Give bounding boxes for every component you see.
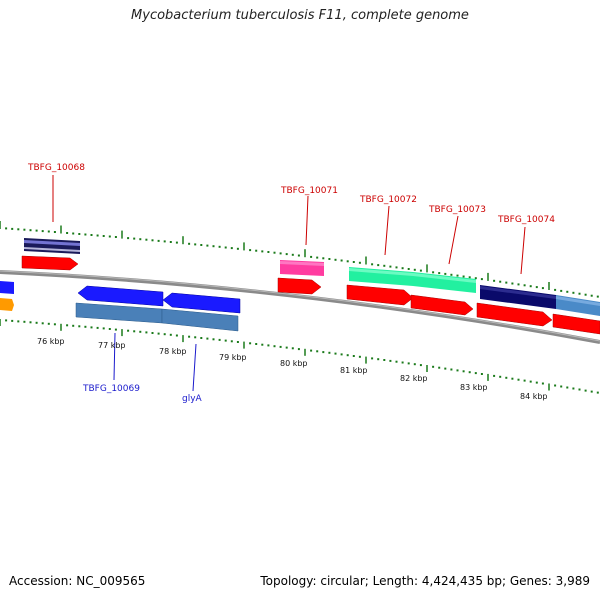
kbp-label: 81 kbp: [340, 366, 368, 375]
cds-arrow-edge[interactable]: [552, 313, 600, 335]
label-TBFG-10068[interactable]: TBFG_10068: [27, 163, 85, 173]
cds-arrow-TBFG-10068[interactable]: [21, 255, 79, 271]
forward-gene-TBFG-10071[interactable]: [280, 260, 324, 276]
label-TBFG-10072[interactable]: TBFG_10072: [359, 195, 417, 205]
label-TBFG-10069[interactable]: TBFG_10069: [82, 384, 140, 394]
forward-gene-TBFG-10073[interactable]: [413, 272, 476, 293]
label-glyA[interactable]: glyA: [182, 394, 203, 404]
forward-gene-edge[interactable]: [556, 295, 600, 316]
kbp-label: 78 kbp: [159, 347, 187, 356]
kbp-label: 84 kbp: [520, 392, 548, 401]
forward-gene-TBFG-10068[interactable]: [24, 238, 80, 254]
cds-arrow-TBFG-10074[interactable]: [476, 302, 553, 327]
reverse-cds-TBFG-10069[interactable]: [75, 302, 163, 324]
reverse-cds-glyA[interactable]: [161, 308, 239, 332]
kbp-label: 83 kbp: [460, 383, 488, 392]
kbp-label: 79 kbp: [219, 353, 247, 362]
genome-backbone: [0, 270, 600, 344]
kbp-label: 76 kbp: [37, 337, 65, 346]
reverse-gene-glyA[interactable]: [162, 292, 241, 314]
leader-TBFG-10072: [384, 205, 390, 256]
reverse-gene-TBFG-10069[interactable]: [77, 285, 164, 307]
leader-glyA: [192, 343, 197, 392]
reverse-cds-fragment[interactable]: [0, 298, 14, 311]
label-TBFG-10071[interactable]: TBFG_10071: [280, 186, 338, 196]
accession-text: Accession: NC_009565: [9, 574, 146, 588]
reverse-gene-fragment[interactable]: [0, 281, 14, 294]
genome-stats-text: Topology: circular; Length: 4,424,435 bp…: [260, 574, 590, 588]
leader-TBFG-10069: [113, 332, 116, 381]
forward-gene-TBFG-10072[interactable]: [349, 267, 413, 286]
leader-TBFG-10074: [520, 226, 526, 275]
cds-arrow-TBFG-10072[interactable]: [346, 284, 414, 306]
kbp-label: 77 kbp: [98, 341, 126, 350]
label-TBFG-10073[interactable]: TBFG_10073: [428, 205, 486, 215]
kbp-label: 82 kbp: [400, 374, 428, 383]
forward-gene-TBFG-10074[interactable]: [480, 285, 556, 309]
cds-arrow-TBFG-10073[interactable]: [410, 294, 474, 316]
outer-tick-track: [0, 221, 599, 298]
leader-TBFG-10071: [305, 195, 309, 246]
label-TBFG-10074[interactable]: TBFG_10074: [497, 215, 555, 225]
inner-tick-track: [0, 319, 599, 394]
cds-arrow-TBFG-10071[interactable]: [277, 277, 322, 295]
kbp-label: 80 kbp: [280, 359, 308, 368]
leader-TBFG-10073: [448, 215, 459, 265]
map-title: Mycobacterium tuberculosis F11, complete…: [131, 8, 469, 23]
